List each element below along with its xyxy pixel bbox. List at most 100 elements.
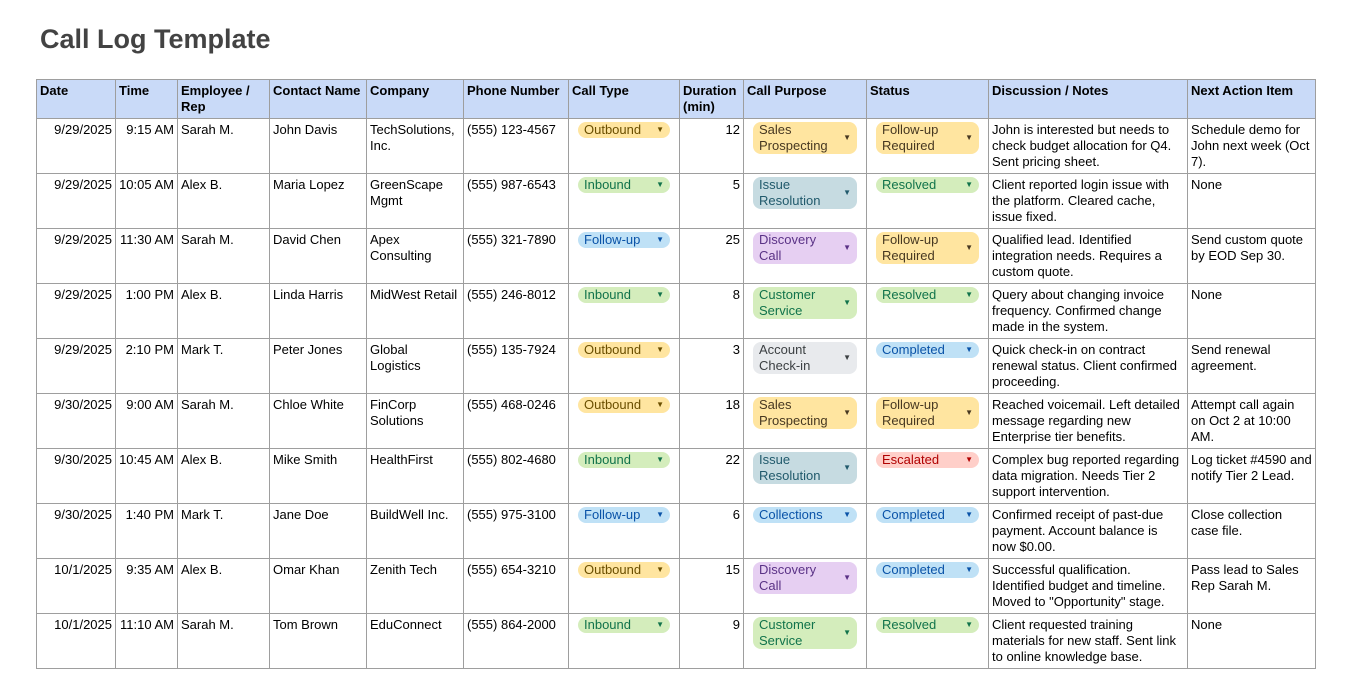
cell-type[interactable]: Inbound ▼ (568, 283, 680, 339)
purpose-dropdown-chip[interactable]: Discovery Call ▼ (753, 232, 857, 264)
cell-duration[interactable]: 3 (679, 338, 744, 394)
status-dropdown-chip[interactable]: Follow-up Required ▼ (876, 232, 979, 264)
cell-time[interactable]: 1:00 PM (115, 283, 178, 339)
cell-contact[interactable]: Mike Smith (269, 448, 367, 504)
cell-rep[interactable]: Sarah M. (177, 118, 270, 174)
cell-time[interactable]: 10:45 AM (115, 448, 178, 504)
cell-date[interactable]: 9/30/2025 (36, 503, 116, 559)
cell-date[interactable]: 9/30/2025 (36, 393, 116, 449)
type-dropdown-chip[interactable]: Follow-up ▼ (578, 507, 670, 523)
cell-company[interactable]: GreenScape Mgmt (366, 173, 464, 229)
cell-duration[interactable]: 15 (679, 558, 744, 614)
cell-time[interactable]: 10:05 AM (115, 173, 178, 229)
cell-rep[interactable]: Alex B. (177, 173, 270, 229)
cell-notes[interactable]: Query about changing invoice frequency. … (988, 283, 1188, 339)
cell-rep[interactable]: Sarah M. (177, 613, 270, 669)
cell-date[interactable]: 9/29/2025 (36, 118, 116, 174)
cell-company[interactable]: HealthFirst (366, 448, 464, 504)
purpose-dropdown-chip[interactable]: Account Check-in ▼ (753, 342, 857, 374)
cell-next[interactable]: Send custom quote by EOD Sep 30. (1187, 228, 1316, 284)
cell-notes[interactable]: Reached voicemail. Left detailed message… (988, 393, 1188, 449)
cell-company[interactable]: Zenith Tech (366, 558, 464, 614)
cell-rep[interactable]: Mark T. (177, 503, 270, 559)
cell-purpose[interactable]: Customer Service ▼ (743, 283, 867, 339)
cell-contact[interactable]: Maria Lopez (269, 173, 367, 229)
cell-phone[interactable]: (555) 864-2000 (463, 613, 569, 669)
status-dropdown-chip[interactable]: Resolved ▼ (876, 287, 979, 303)
cell-status[interactable]: Follow-up Required ▼ (866, 118, 989, 174)
cell-duration[interactable]: 5 (679, 173, 744, 229)
cell-phone[interactable]: (555) 975-3100 (463, 503, 569, 559)
type-dropdown-chip[interactable]: Inbound ▼ (578, 177, 670, 193)
cell-company[interactable]: EduConnect (366, 613, 464, 669)
cell-time[interactable]: 9:15 AM (115, 118, 178, 174)
cell-phone[interactable]: (555) 246-8012 (463, 283, 569, 339)
header-duration[interactable]: Duration (min) (679, 79, 744, 119)
cell-date[interactable]: 9/29/2025 (36, 283, 116, 339)
cell-rep[interactable]: Alex B. (177, 558, 270, 614)
cell-purpose[interactable]: Account Check-in ▼ (743, 338, 867, 394)
cell-phone[interactable]: (555) 802-4680 (463, 448, 569, 504)
cell-type[interactable]: Inbound ▼ (568, 613, 680, 669)
cell-company[interactable]: TechSolutions, Inc. (366, 118, 464, 174)
cell-contact[interactable]: David Chen (269, 228, 367, 284)
cell-next[interactable]: None (1187, 283, 1316, 339)
cell-phone[interactable]: (555) 654-3210 (463, 558, 569, 614)
cell-duration[interactable]: 25 (679, 228, 744, 284)
type-dropdown-chip[interactable]: Outbound ▼ (578, 397, 670, 413)
header-phone-number[interactable]: Phone Number (463, 79, 569, 119)
cell-duration[interactable]: 12 (679, 118, 744, 174)
purpose-dropdown-chip[interactable]: Customer Service ▼ (753, 617, 857, 649)
cell-date[interactable]: 10/1/2025 (36, 558, 116, 614)
header-employee[interactable]: Employee / Rep (177, 79, 270, 119)
status-dropdown-chip[interactable]: Completed ▼ (876, 342, 979, 358)
status-dropdown-chip[interactable]: Resolved ▼ (876, 617, 979, 633)
cell-notes[interactable]: Client reported login issue with the pla… (988, 173, 1188, 229)
cell-duration[interactable]: 22 (679, 448, 744, 504)
status-dropdown-chip[interactable]: Completed ▼ (876, 507, 979, 523)
cell-status[interactable]: Escalated ▼ (866, 448, 989, 504)
cell-duration[interactable]: 18 (679, 393, 744, 449)
cell-company[interactable]: Global Logistics (366, 338, 464, 394)
cell-notes[interactable]: Successful qualification. Identified bud… (988, 558, 1188, 614)
cell-next[interactable]: Pass lead to Sales Rep Sarah M. (1187, 558, 1316, 614)
cell-contact[interactable]: Omar Khan (269, 558, 367, 614)
cell-duration[interactable]: 8 (679, 283, 744, 339)
cell-company[interactable]: MidWest Retail (366, 283, 464, 339)
purpose-dropdown-chip[interactable]: Discovery Call ▼ (753, 562, 857, 594)
cell-time[interactable]: 11:10 AM (115, 613, 178, 669)
cell-time[interactable]: 2:10 PM (115, 338, 178, 394)
cell-type[interactable]: Follow-up ▼ (568, 228, 680, 284)
cell-rep[interactable]: Sarah M. (177, 393, 270, 449)
cell-purpose[interactable]: Customer Service ▼ (743, 613, 867, 669)
cell-time[interactable]: 1:40 PM (115, 503, 178, 559)
cell-contact[interactable]: Jane Doe (269, 503, 367, 559)
cell-notes[interactable]: Qualified lead. Identified integration n… (988, 228, 1188, 284)
cell-status[interactable]: Follow-up Required ▼ (866, 228, 989, 284)
cell-contact[interactable]: Linda Harris (269, 283, 367, 339)
cell-type[interactable]: Outbound ▼ (568, 393, 680, 449)
purpose-dropdown-chip[interactable]: Collections ▼ (753, 507, 857, 523)
type-dropdown-chip[interactable]: Outbound ▼ (578, 342, 670, 358)
cell-rep[interactable]: Mark T. (177, 338, 270, 394)
cell-next[interactable]: None (1187, 613, 1316, 669)
cell-date[interactable]: 9/29/2025 (36, 338, 116, 394)
header-date[interactable]: Date (36, 79, 116, 119)
cell-rep[interactable]: Sarah M. (177, 228, 270, 284)
cell-contact[interactable]: Chloe White (269, 393, 367, 449)
cell-type[interactable]: Outbound ▼ (568, 338, 680, 394)
cell-purpose[interactable]: Discovery Call ▼ (743, 228, 867, 284)
cell-status[interactable]: Completed ▼ (866, 338, 989, 394)
status-dropdown-chip[interactable]: Resolved ▼ (876, 177, 979, 193)
cell-type[interactable]: Outbound ▼ (568, 118, 680, 174)
cell-date[interactable]: 9/30/2025 (36, 448, 116, 504)
cell-time[interactable]: 9:35 AM (115, 558, 178, 614)
cell-purpose[interactable]: Sales Prospecting ▼ (743, 118, 867, 174)
purpose-dropdown-chip[interactable]: Customer Service ▼ (753, 287, 857, 319)
purpose-dropdown-chip[interactable]: Issue Resolution ▼ (753, 177, 857, 209)
purpose-dropdown-chip[interactable]: Sales Prospecting ▼ (753, 122, 857, 154)
cell-purpose[interactable]: Issue Resolution ▼ (743, 448, 867, 504)
cell-duration[interactable]: 9 (679, 613, 744, 669)
status-dropdown-chip[interactable]: Follow-up Required ▼ (876, 397, 979, 429)
cell-status[interactable]: Follow-up Required ▼ (866, 393, 989, 449)
